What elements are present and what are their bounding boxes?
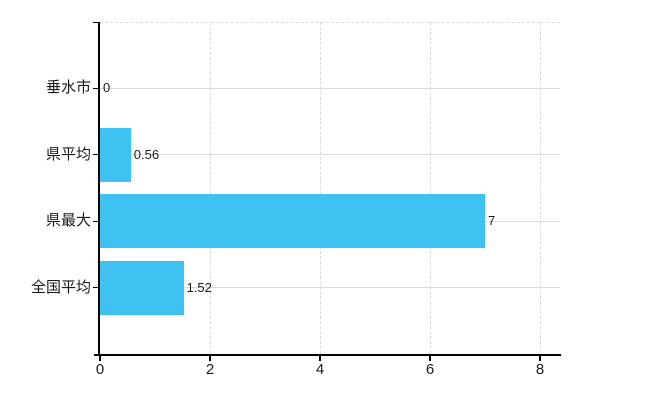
category-label: 全国平均 [30, 278, 91, 296]
x-axis-line [94, 354, 561, 356]
x-axis-tick [209, 356, 211, 361]
x-gridline [320, 22, 321, 354]
y-axis-tick [93, 287, 99, 289]
x-gridline [210, 22, 211, 354]
x-tick-label: 8 [535, 361, 545, 378]
x-tick-label: 2 [205, 361, 215, 378]
category-gridline [100, 87, 560, 89]
bar-value-label: 7 [488, 213, 496, 229]
x-axis-tick [539, 356, 541, 361]
y-axis-tick [93, 220, 99, 222]
x-axis-tick [429, 356, 431, 361]
category-label: 県最大 [45, 212, 91, 230]
category-label: 垂水市 [45, 79, 91, 97]
x-gridline [430, 22, 431, 354]
category-gridline [100, 287, 560, 289]
bar [100, 260, 184, 315]
bar-value-label: 0.56 [133, 146, 160, 162]
bar [100, 194, 485, 249]
plot-top-border [100, 22, 560, 23]
bar [100, 127, 131, 182]
x-axis-tick [319, 356, 321, 361]
y-axis-tick [93, 87, 99, 89]
bar-value-label: 1.52 [186, 279, 212, 295]
x-tick-label: 0 [95, 361, 105, 378]
x-axis-tick [99, 356, 101, 361]
bar-value-label: 0 [103, 80, 111, 96]
category-gridline [100, 154, 560, 156]
category-label: 県平均 [45, 145, 91, 163]
y-axis-line [98, 22, 100, 356]
y-axis-top-tick [93, 22, 99, 23]
x-tick-label: 6 [425, 361, 435, 378]
y-axis-tick [93, 154, 99, 156]
x-tick-label: 4 [315, 361, 325, 378]
x-gridline [540, 22, 541, 354]
